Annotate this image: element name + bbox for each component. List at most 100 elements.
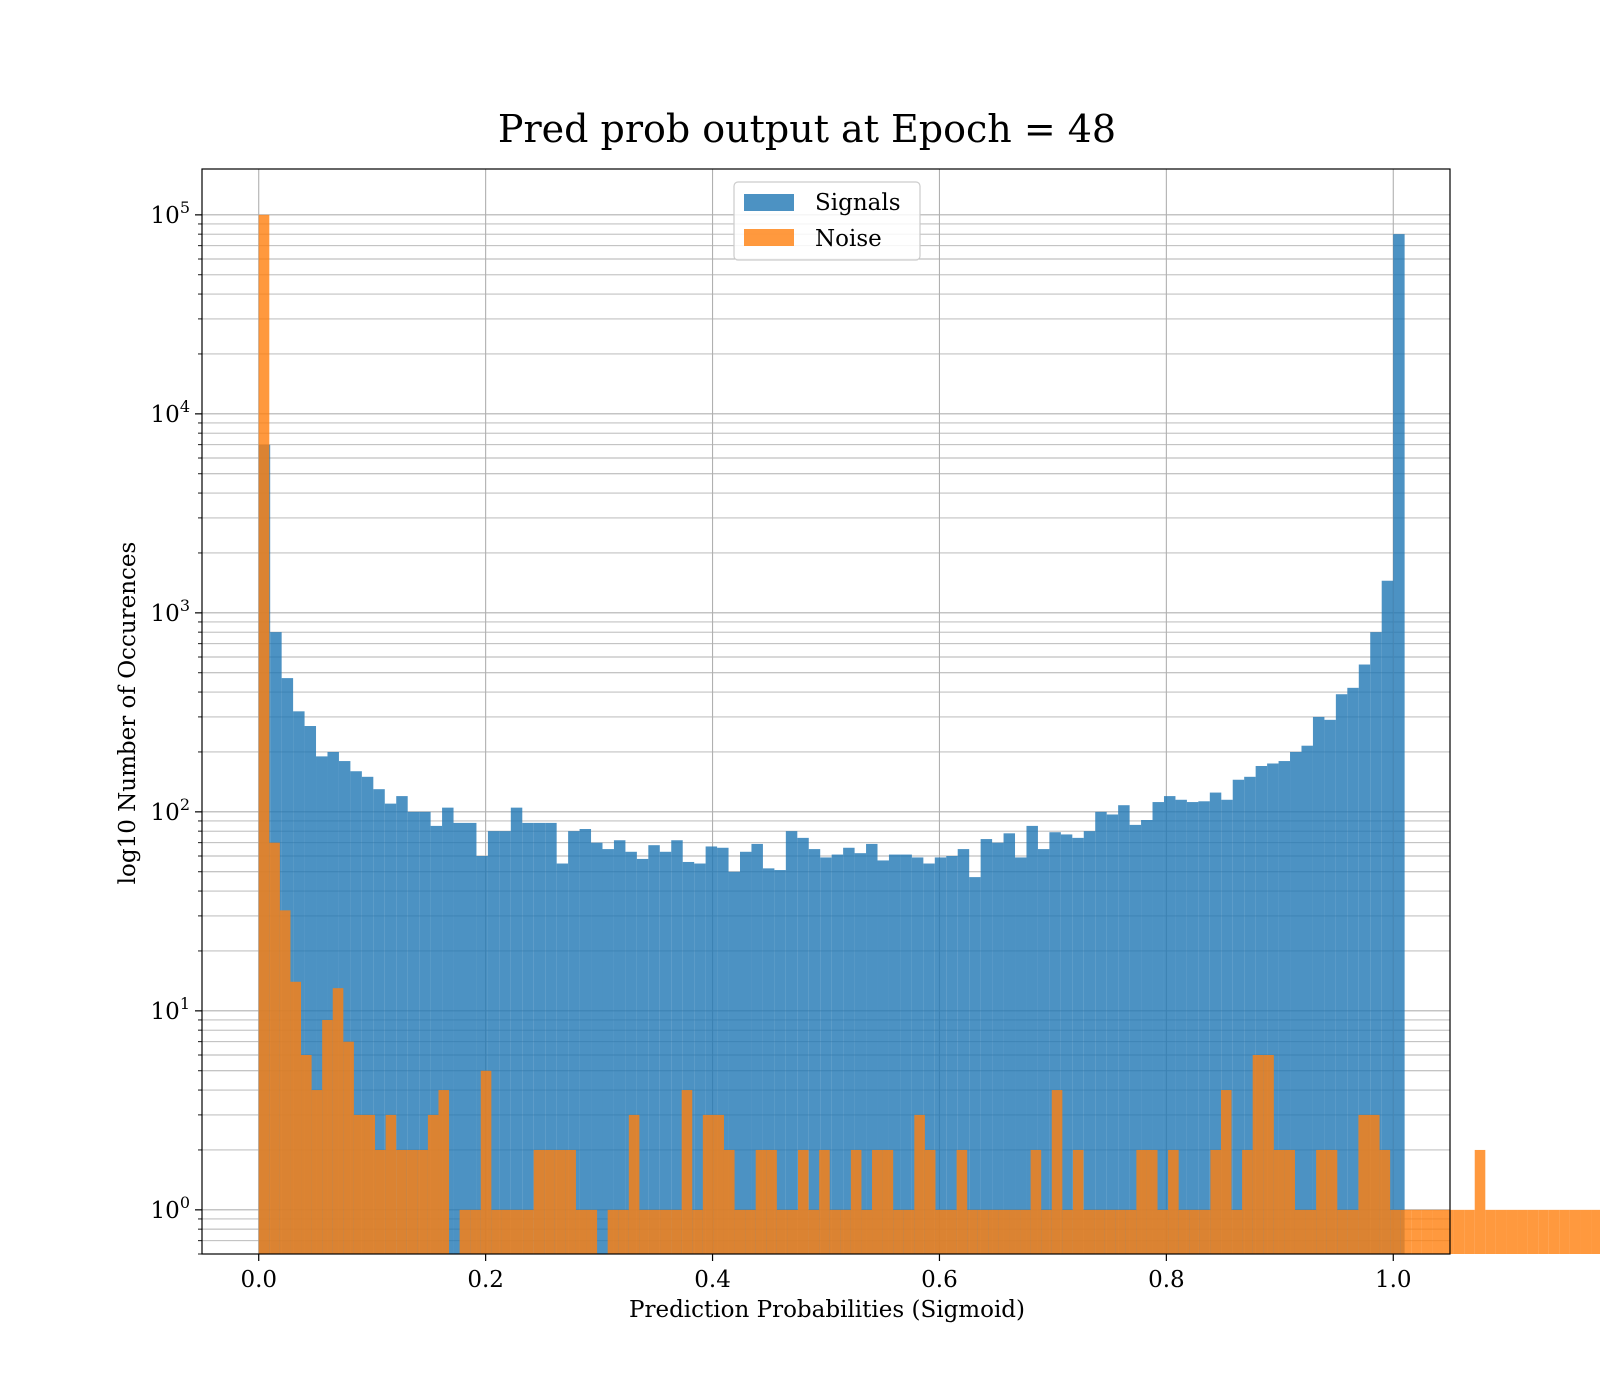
bar-noise [1559,1209,1570,1254]
bar-signals [705,846,718,1254]
bar-noise [819,1149,830,1254]
bar-signals [499,831,511,1254]
bar-noise [1273,1149,1285,1254]
bar-signals [442,807,454,1254]
bar-signals [1083,831,1096,1254]
bar-noise [946,1209,957,1254]
bar-signals [1003,833,1016,1254]
bar-noise [1538,1209,1549,1254]
bar-signals [304,726,317,1254]
bar-signals [636,858,649,1254]
bar-noise [787,1209,798,1254]
legend-swatch-signals [744,194,794,211]
bar-noise [755,1149,767,1254]
bar-signals [785,831,798,1254]
y-tick-label: 101 [151,994,190,1025]
bar-noise [523,1209,534,1254]
bar-noise [713,1114,724,1254]
bar-signals [1393,234,1405,1255]
bar-signals [820,857,832,1254]
bar-noise [258,214,270,1255]
y-tick-label: 105 [151,198,190,229]
bar-noise [470,1209,481,1254]
bar-noise [1020,1209,1031,1254]
bar-noise [692,1209,703,1254]
bar-signals [510,807,523,1254]
bar-noise [1125,1209,1137,1254]
bar-signals [396,796,408,1254]
bar-signals [1106,814,1119,1254]
bar-noise [914,1114,925,1254]
bar-noise [745,1209,756,1254]
bar-signals [373,789,385,1254]
bar-noise [1178,1209,1190,1254]
bar-signals [602,849,614,1254]
bar-signals [946,856,958,1254]
bar-signals [992,842,1004,1254]
bar-noise [935,1209,947,1254]
bar-noise [290,981,302,1254]
bar-noise [702,1114,714,1254]
bar-noise [660,1209,672,1254]
bar-signals [659,851,672,1254]
bar-signals [579,829,592,1254]
bar-noise [956,1149,968,1254]
bar-noise [681,1090,693,1254]
y-tick-label: 103 [151,596,190,627]
bar-noise [1072,1149,1084,1254]
bar-signals [694,863,706,1254]
bar-signals [1049,832,1061,1254]
bar-signals [430,825,443,1254]
bar-noise [840,1209,851,1254]
bar-signals [1335,694,1348,1254]
bar-noise [618,1209,629,1254]
bar-noise [533,1149,545,1254]
bar-signals [1141,820,1153,1254]
bar-noise [385,1114,397,1254]
bar-signals [568,831,580,1254]
bar-signals [1290,751,1302,1254]
bar-noise [734,1209,746,1254]
bar-signals [476,856,488,1254]
bar-noise [1199,1209,1211,1254]
bar-noise [977,1209,989,1254]
x-tick-label: 0.2 [467,1267,504,1293]
bar-noise [1358,1114,1369,1254]
bar-signals [613,840,626,1254]
bar-noise [850,1149,862,1254]
bar-signals [980,839,993,1254]
bar-noise [1104,1209,1116,1254]
bar-noise [491,1209,502,1254]
bar-signals [1347,687,1359,1254]
bar-noise [1136,1149,1147,1254]
bar-signals [888,854,901,1254]
y-tick-label: 104 [151,397,190,428]
y-tick-label: 102 [151,795,190,826]
bar-noise [1485,1209,1496,1254]
bar-signals [316,756,328,1254]
bar-noise [1495,1209,1507,1254]
bar-signals [969,877,981,1254]
bar-noise [808,1209,820,1254]
legend-label-signals: Signals [815,190,901,216]
bar-noise [776,1209,788,1254]
legend-swatch-noise [744,229,794,246]
bar-signals [671,840,683,1254]
bar-noise [1294,1209,1306,1254]
bar-noise [417,1149,428,1254]
bar-noise [375,1149,386,1254]
bar-signals [957,849,970,1254]
bar-noise [512,1209,524,1254]
signals-bars [258,234,1405,1255]
bar-noise [1115,1209,1126,1254]
bar-signals [740,851,752,1254]
bar-noise [501,1209,513,1254]
bar-noise [861,1209,873,1254]
bar-signals [338,761,351,1254]
bar-noise [1411,1209,1422,1254]
bar-noise [1548,1209,1560,1254]
bar-noise [1220,1090,1232,1254]
bar-noise [893,1209,904,1254]
bar-signals [625,851,637,1254]
